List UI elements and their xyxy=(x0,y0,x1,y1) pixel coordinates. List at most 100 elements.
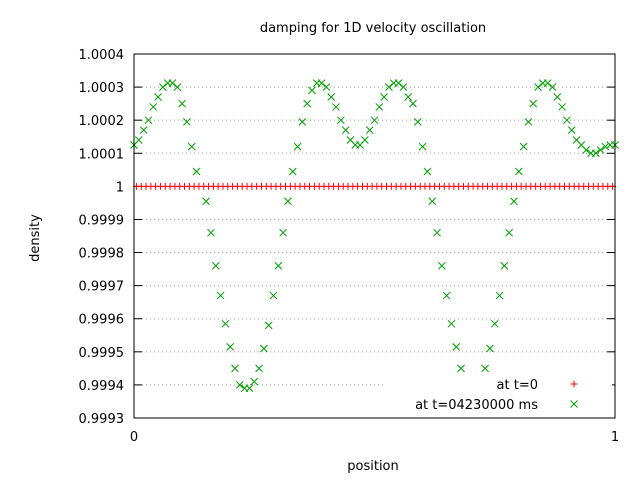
data-point xyxy=(336,116,345,125)
data-point xyxy=(159,83,167,91)
data-point xyxy=(250,377,259,386)
data-point xyxy=(567,126,576,134)
data-point xyxy=(144,116,153,125)
data-point xyxy=(543,79,552,87)
data-point xyxy=(308,86,316,95)
x-tick-label: 1 xyxy=(611,430,619,445)
data-point xyxy=(168,79,177,87)
legend-label: at t=04230000 ms xyxy=(415,398,538,413)
data-point xyxy=(149,103,158,111)
data-point xyxy=(447,319,456,328)
y-tick-label: 0.9997 xyxy=(79,280,125,295)
data-point xyxy=(514,167,523,176)
legend-background xyxy=(383,372,612,416)
data-point xyxy=(322,83,331,91)
data-point xyxy=(394,79,403,87)
data-point xyxy=(298,117,307,126)
data-point xyxy=(361,136,369,144)
data-point xyxy=(178,99,186,108)
data-point xyxy=(187,142,196,151)
y-tick-label: 0.9993 xyxy=(79,412,125,427)
data-point xyxy=(327,93,336,101)
data-point xyxy=(375,103,384,111)
data-point xyxy=(481,364,489,373)
y-tick-label: 0.9996 xyxy=(79,313,125,328)
data-point xyxy=(413,117,422,126)
data-point xyxy=(486,344,494,353)
data-point xyxy=(274,261,283,270)
data-point xyxy=(279,228,287,237)
data-point xyxy=(216,291,225,300)
plot-frame xyxy=(133,53,616,419)
data-point xyxy=(452,343,461,351)
data-point xyxy=(183,117,191,126)
data-point xyxy=(245,384,254,393)
x-axis-label: position xyxy=(347,459,399,474)
data-point xyxy=(202,197,211,206)
y-tick-label: 0.9998 xyxy=(79,247,125,262)
data-point xyxy=(134,136,143,144)
data-point xyxy=(139,126,148,134)
data-point xyxy=(370,116,379,125)
series-1 xyxy=(132,182,617,190)
y-tick-label: 1.0004 xyxy=(79,48,125,63)
y-tick-label: 1.0003 xyxy=(79,81,125,96)
data-point xyxy=(490,319,499,328)
legend-label: at t=0 xyxy=(497,378,538,393)
data-point xyxy=(418,142,427,151)
data-point xyxy=(260,344,268,353)
data-series xyxy=(130,79,619,393)
data-point xyxy=(442,291,451,300)
data-point xyxy=(207,228,215,237)
data-point xyxy=(563,116,571,125)
data-point xyxy=(293,142,302,151)
x-tick-label: 0 xyxy=(130,430,138,445)
y-tick-label: 0.9995 xyxy=(79,346,125,361)
data-point xyxy=(284,197,292,206)
data-point xyxy=(154,93,162,101)
data-point xyxy=(235,381,244,389)
y-tick-label: 0.9999 xyxy=(79,213,125,228)
data-point xyxy=(288,167,297,176)
legend: at t=0 at t=04230000 ms xyxy=(383,372,612,416)
data-point xyxy=(457,364,465,373)
data-point xyxy=(231,364,239,373)
data-point xyxy=(211,261,220,270)
data-point xyxy=(591,149,600,158)
legend-marker xyxy=(570,380,578,388)
data-point xyxy=(317,79,326,87)
data-point xyxy=(269,291,278,300)
data-point xyxy=(558,103,566,111)
data-point xyxy=(404,93,413,101)
data-point xyxy=(226,343,235,351)
y-tick-label: 1.0001 xyxy=(79,147,125,162)
data-point xyxy=(303,99,312,108)
data-point xyxy=(524,117,533,126)
data-point xyxy=(433,228,441,237)
series-2 xyxy=(130,79,619,393)
legend-marker xyxy=(570,400,578,408)
data-point xyxy=(529,99,538,108)
data-point xyxy=(495,291,504,300)
data-point xyxy=(548,83,557,91)
data-point xyxy=(264,321,273,330)
y-tick-label: 1.0002 xyxy=(79,114,125,129)
data-point xyxy=(341,126,350,134)
data-point xyxy=(332,103,340,111)
data-point xyxy=(409,99,417,108)
y-tick-label: 1 xyxy=(116,180,124,195)
y-axis-label: density xyxy=(28,214,43,262)
data-point xyxy=(601,142,610,151)
data-point xyxy=(534,83,542,91)
data-point xyxy=(221,319,230,328)
data-point xyxy=(519,142,528,151)
data-point xyxy=(423,167,432,176)
data-point xyxy=(505,228,514,237)
data-point xyxy=(582,146,590,154)
data-point xyxy=(437,261,446,270)
data-point xyxy=(500,261,509,270)
data-point xyxy=(596,146,605,154)
data-point xyxy=(510,197,518,206)
data-point xyxy=(399,83,408,91)
